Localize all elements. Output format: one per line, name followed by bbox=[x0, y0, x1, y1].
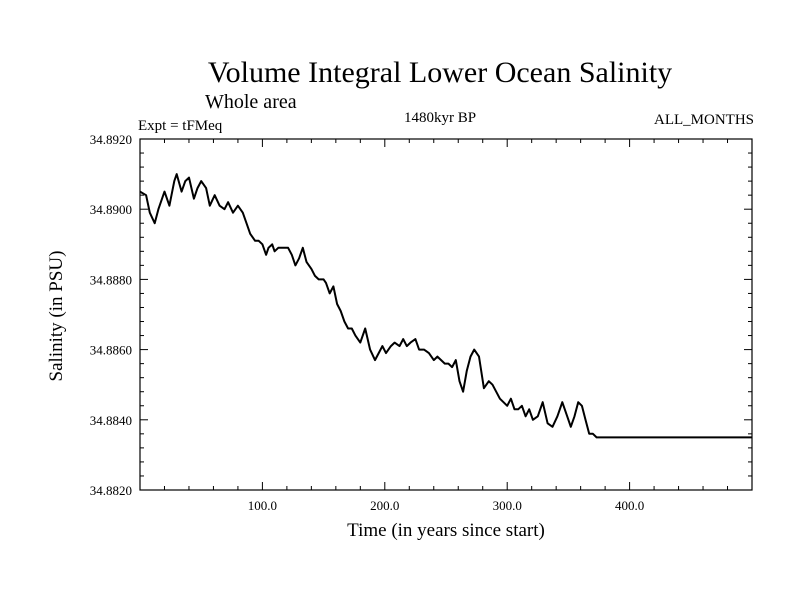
y-axis: 34.8820 34.8840 34.8860 34.8880 34.8900 34.89… bbox=[90, 132, 752, 498]
plot-frame bbox=[139, 138, 753, 491]
months-label: ALL_MONTHS bbox=[654, 112, 754, 128]
x-tick-label: 300.0 bbox=[493, 498, 522, 513]
salinity-series-line bbox=[139, 173, 752, 439]
period-label: 1480kyr BP bbox=[404, 110, 476, 126]
x-axis-label: Time (in years since start) bbox=[347, 520, 545, 541]
y-tick-label: 34.8920 bbox=[90, 132, 132, 147]
y-tick-label: 34.8880 bbox=[90, 272, 132, 287]
y-axis-label: Salinity (in PSU) bbox=[46, 251, 67, 382]
x-axis: 100.0 200.0 300.0 400.0 bbox=[163, 139, 729, 513]
y-tick-label: 34.8840 bbox=[90, 413, 132, 428]
x-tick-label: 100.0 bbox=[248, 498, 277, 513]
chart-title: Volume Integral Lower Ocean Salinity bbox=[208, 56, 672, 89]
chart-subtitle: Whole area bbox=[205, 91, 297, 113]
y-tick-label: 34.8820 bbox=[90, 483, 132, 498]
x-tick-label: 400.0 bbox=[615, 498, 644, 513]
y-tick-label: 34.8860 bbox=[90, 343, 132, 358]
x-tick-label: 200.0 bbox=[370, 498, 399, 513]
y-tick-label: 34.8900 bbox=[90, 202, 132, 217]
experiment-label: Expt = tFMeq bbox=[138, 118, 223, 134]
